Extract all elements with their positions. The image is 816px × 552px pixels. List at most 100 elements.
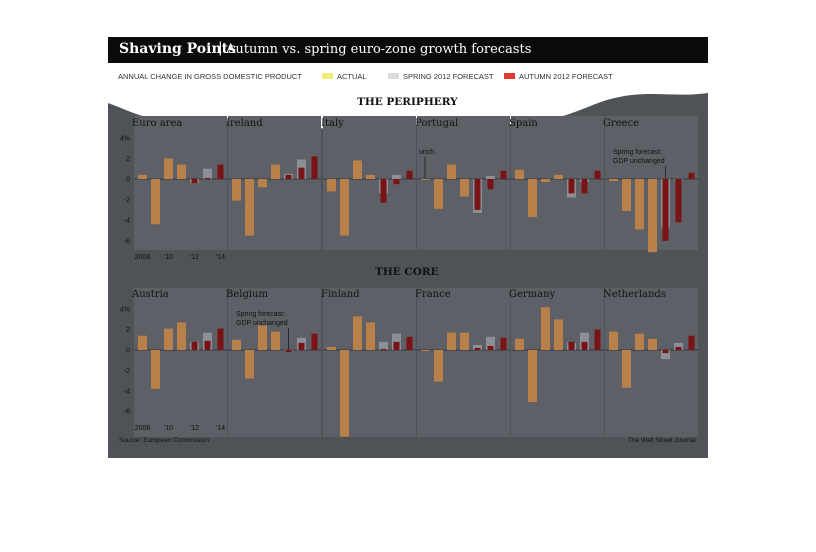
legend-actual: ACTUAL	[337, 72, 367, 81]
x-tick-label: '10	[164, 425, 173, 432]
bar-actual	[366, 322, 375, 350]
chart-title: Shaving Points	[119, 41, 236, 57]
y-tick-label: -6	[124, 409, 130, 416]
panel-title: Germany	[509, 289, 556, 300]
bar-actual	[151, 179, 160, 225]
bar-autumn	[568, 179, 575, 194]
bar-autumn	[217, 328, 224, 350]
bar-actual	[528, 350, 537, 403]
x-tick-label: '10	[164, 254, 173, 261]
bar-autumn	[406, 336, 413, 350]
bar-autumn	[581, 341, 588, 350]
bar-actual	[609, 331, 618, 350]
x-tick-label: '14	[216, 425, 225, 432]
y-tick-label: -2	[124, 197, 130, 204]
bar-autumn	[474, 179, 481, 210]
header-wave	[108, 63, 708, 134]
y-tick-label: -6	[124, 238, 130, 245]
bar-spring	[674, 342, 683, 350]
panel-title: Netherlands	[603, 289, 666, 300]
bar-autumn	[285, 350, 292, 353]
bar-actual	[460, 332, 469, 350]
chart-panel	[323, 116, 416, 250]
bar-autumn	[688, 335, 695, 350]
chart-panel	[323, 288, 416, 437]
x-tick-label: 2008	[135, 254, 151, 261]
bar-spring	[661, 350, 670, 360]
bar-spring	[473, 344, 482, 350]
bar-spring	[392, 174, 401, 179]
bar-actual	[635, 179, 644, 230]
bar-actual	[609, 179, 618, 182]
bar-autumn	[662, 179, 669, 241]
bar-actual	[515, 338, 524, 350]
bar-autumn	[568, 341, 575, 350]
bar-autumn	[675, 346, 682, 350]
panel-title: Italy	[321, 118, 344, 129]
bar-autumn	[380, 179, 387, 203]
bar-spring	[203, 168, 212, 179]
bar-autumn	[204, 340, 211, 350]
x-tick-label: '12	[190, 254, 199, 261]
bar-actual	[258, 179, 267, 188]
bar-actual	[271, 164, 280, 179]
bar-autumn	[594, 329, 601, 350]
bar-actual	[635, 333, 644, 350]
bar-actual	[232, 339, 241, 350]
bar-autumn	[204, 177, 211, 179]
bar-autumn	[406, 170, 413, 179]
bar-actual	[327, 179, 336, 192]
panel-title: Finland	[321, 289, 360, 300]
bar-actual	[622, 350, 631, 388]
bar-actual	[340, 350, 349, 437]
bar-autumn	[662, 350, 669, 354]
bar-autumn	[474, 347, 481, 350]
legend-swatch-autumn	[504, 73, 515, 79]
legend-measure: ANNUAL CHANGE IN GROSS DOMESTIC PRODUCT	[118, 72, 302, 81]
bar-actual	[460, 179, 469, 197]
bar-autumn	[500, 337, 507, 350]
annotation-text: GDP unchanged	[613, 158, 665, 165]
bar-actual	[421, 179, 430, 180]
bar-spring	[486, 336, 495, 350]
bar-actual	[245, 179, 254, 236]
bar-autumn	[311, 156, 318, 179]
bar-actual	[151, 350, 160, 389]
bar-autumn	[217, 164, 224, 179]
bar-actual	[648, 179, 657, 253]
bar-spring	[379, 341, 388, 350]
bar-actual	[177, 164, 186, 179]
chart-panel	[134, 116, 227, 250]
bar-autumn	[393, 341, 400, 350]
y-tick-label: -4	[124, 388, 130, 395]
bar-actual	[177, 322, 186, 350]
annotation-text: unch.	[419, 149, 436, 156]
bar-actual	[515, 169, 524, 179]
chart-panel	[228, 116, 321, 250]
bar-autumn	[285, 174, 292, 179]
legend-swatch-spring	[388, 73, 399, 79]
annotation-text: GDP unchanged	[236, 320, 288, 327]
y-tick-label: -2	[124, 368, 130, 375]
chart-panel	[511, 116, 604, 250]
bar-autumn	[191, 341, 198, 350]
panel-title: Portugal	[415, 118, 458, 129]
bar-autumn	[487, 179, 494, 190]
chart-panel	[228, 288, 321, 437]
annotation-text: Spring forecast:	[236, 311, 285, 318]
bar-actual	[622, 179, 631, 211]
section-periphery: THE PERIPHERY	[357, 96, 458, 108]
bar-actual	[421, 350, 430, 352]
bar-autumn	[487, 345, 494, 350]
bar-actual	[541, 307, 550, 350]
bar-actual	[353, 316, 362, 350]
panel-title: France	[415, 289, 451, 300]
bar-actual	[164, 158, 173, 179]
y-tick-label: 0	[126, 348, 130, 355]
chart-subtitle: Autumn vs. spring euro-zone growth forec…	[226, 42, 532, 57]
bar-actual	[554, 319, 563, 350]
bar-actual	[164, 328, 173, 350]
panel-title: Greece	[603, 118, 639, 129]
bar-autumn	[393, 179, 400, 185]
